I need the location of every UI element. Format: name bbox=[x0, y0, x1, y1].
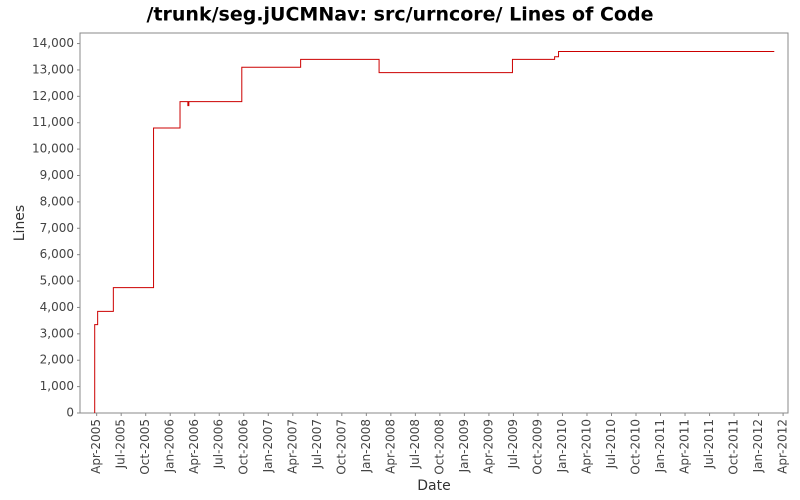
y-tick-label: 11,000 bbox=[32, 115, 74, 129]
x-tick-label: Apr-2011 bbox=[678, 419, 692, 474]
x-tick-label: Jul-2005 bbox=[114, 419, 128, 469]
x-tick-label: Oct-2008 bbox=[432, 419, 446, 475]
y-tick-label: 13,000 bbox=[32, 62, 74, 76]
x-tick-label: Apr-2010 bbox=[579, 419, 593, 474]
x-tick-label: Jan-2010 bbox=[555, 419, 569, 473]
x-tick-label: Jul-2010 bbox=[604, 419, 618, 469]
chart-title: /trunk/seg.jUCMNav: src/urncore/ Lines o… bbox=[147, 4, 654, 26]
x-tick-label: Jan-2009 bbox=[457, 419, 471, 473]
y-tick-label: 0 bbox=[66, 406, 74, 420]
y-tick-label: 1,000 bbox=[40, 379, 74, 393]
x-tick-label: Apr-2008 bbox=[383, 419, 397, 474]
y-tick-label: 7,000 bbox=[40, 221, 74, 235]
x-tick-label: Jul-2006 bbox=[212, 419, 226, 469]
x-tick-label: Jul-2008 bbox=[408, 419, 422, 469]
y-tick-label: 6,000 bbox=[40, 247, 74, 261]
x-tick-label: Jan-2008 bbox=[359, 419, 373, 473]
x-tick-label: Jan-2007 bbox=[261, 419, 275, 473]
y-tick-label: 2,000 bbox=[40, 353, 74, 367]
x-tick-label: Jan-2012 bbox=[751, 419, 765, 473]
x-tick-label: Oct-2005 bbox=[138, 419, 152, 475]
y-tick-label: 14,000 bbox=[32, 36, 74, 50]
x-tick-label: Apr-2012 bbox=[776, 419, 790, 474]
y-tick-label: 12,000 bbox=[32, 89, 74, 103]
y-tick-label: 4,000 bbox=[40, 300, 74, 314]
x-tick-label: Jan-2006 bbox=[163, 419, 177, 473]
x-tick-label: Jan-2011 bbox=[653, 419, 667, 473]
x-tick-label: Jul-2011 bbox=[702, 419, 716, 469]
x-tick-label: Oct-2006 bbox=[236, 419, 250, 475]
x-tick-label: Apr-2006 bbox=[187, 419, 201, 474]
y-tick-label: 3,000 bbox=[40, 326, 74, 340]
y-tick-label: 10,000 bbox=[32, 142, 74, 156]
x-tick-label: Jul-2009 bbox=[506, 419, 520, 469]
x-axis-label: Date bbox=[417, 478, 450, 494]
x-tick-label: Apr-2009 bbox=[481, 419, 495, 474]
line bbox=[94, 50, 775, 413]
y-axis-label: Lines bbox=[12, 205, 28, 241]
x-tick-label: Oct-2011 bbox=[727, 419, 741, 475]
x-tick-label: Jul-2007 bbox=[310, 419, 324, 469]
x-tick-label: Apr-2007 bbox=[285, 419, 299, 474]
y-tick-label: 9,000 bbox=[40, 168, 74, 182]
x-tick-label: Oct-2009 bbox=[530, 419, 544, 475]
x-tick-label: Apr-2005 bbox=[89, 419, 103, 474]
plot-area bbox=[79, 32, 789, 414]
x-tick-label: Oct-2010 bbox=[629, 419, 643, 475]
y-tick-label: 8,000 bbox=[40, 194, 74, 208]
x-tick-label: Oct-2007 bbox=[334, 419, 348, 475]
y-tick-label: 5,000 bbox=[40, 274, 74, 288]
